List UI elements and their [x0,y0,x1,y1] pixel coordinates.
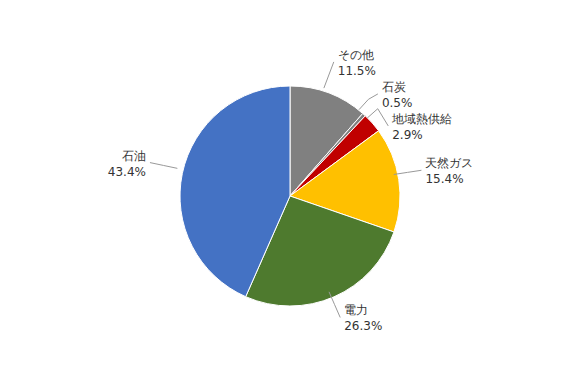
svg-text:石油: 石油 [122,149,146,163]
svg-text:石炭: 石炭 [382,80,406,94]
svg-text:2.9%: 2.9% [392,128,423,142]
svg-text:0.5%: 0.5% [382,96,413,110]
svg-text:天然ガス: 天然ガス [425,156,473,170]
svg-text:その他: その他 [338,48,374,62]
svg-text:43.4%: 43.4% [108,165,146,179]
svg-text:11.5%: 11.5% [338,64,376,78]
svg-text:26.3%: 26.3% [344,319,382,333]
svg-text:15.4%: 15.4% [425,172,463,186]
svg-text:電力: 電力 [344,303,368,317]
svg-text:地域熱供給: 地域熱供給 [391,112,452,126]
